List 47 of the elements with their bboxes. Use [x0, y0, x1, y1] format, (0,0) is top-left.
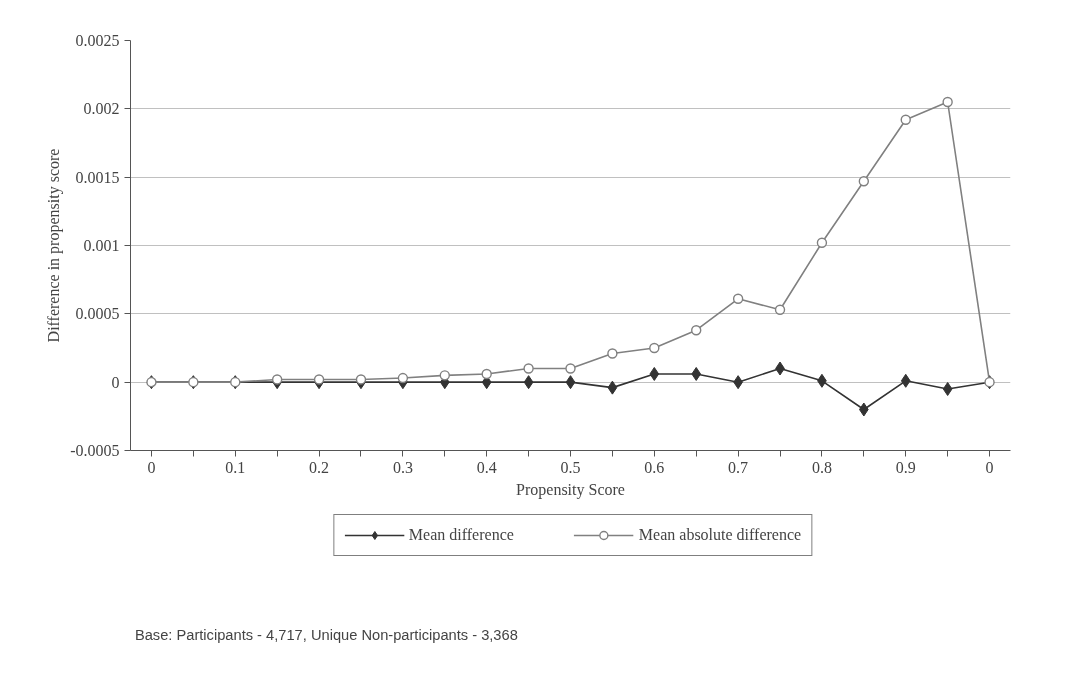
y-tick-label: 0.0005 [75, 305, 120, 323]
y-tick-label: 0.001 [83, 237, 120, 254]
point [942, 96, 953, 108]
point [523, 363, 534, 374]
x-tick-label: 0.9 [895, 458, 916, 476]
point [397, 372, 409, 384]
point [691, 366, 702, 381]
x-tick-label: 0.5 [560, 458, 581, 476]
x-tick-label: 0 [985, 458, 994, 476]
x-tick-label: 0.8 [811, 458, 832, 476]
point [271, 374, 283, 385]
text: Base: Participants - 4,717, Unique Non-participants - 3,368 [134, 627, 518, 643]
point [900, 373, 911, 388]
point [649, 366, 660, 381]
x-axis-title: Propensity Score [516, 480, 625, 499]
point [313, 374, 325, 385]
y-tick-label: 0.0015 [75, 168, 120, 186]
point [355, 374, 367, 385]
point [816, 237, 828, 248]
point [607, 348, 618, 359]
point [439, 370, 450, 381]
x-tick-label: 0.2 [309, 458, 330, 476]
point [607, 380, 618, 395]
point [858, 176, 870, 187]
y-tick-label: -0.0005 [70, 442, 120, 459]
y-axis-title: Difference in propensity score [45, 148, 64, 343]
x-tick-label: 0.7 [728, 458, 749, 476]
point [900, 114, 911, 125]
point [649, 342, 660, 354]
point [523, 375, 534, 390]
point [481, 368, 492, 380]
y-tick-label: 0.0025 [75, 32, 120, 49]
x-tick-label: 0.3 [392, 458, 413, 476]
point [691, 325, 702, 336]
point [732, 293, 744, 304]
legend-label: Mean difference [408, 526, 514, 544]
point [942, 382, 953, 396]
point [565, 375, 576, 390]
x-tick-label: 0.1 [225, 458, 246, 476]
y-tick-label: 0 [111, 373, 120, 391]
y-tick-label: 0.002 [83, 100, 120, 118]
point [774, 304, 786, 315]
x-tick-label: 0 [147, 458, 156, 476]
x-tick-label: 0.4 [476, 458, 497, 476]
point [565, 363, 576, 374]
x-tick-label: 0.6 [644, 458, 665, 476]
legend-label: Mean absolute difference [638, 526, 802, 544]
